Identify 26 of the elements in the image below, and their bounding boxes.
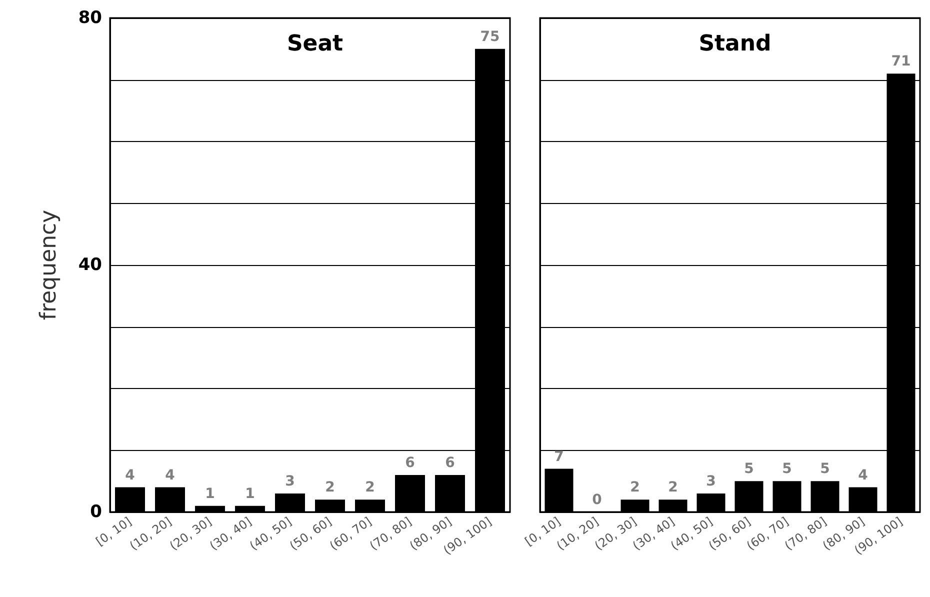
y-tick-label: 0 xyxy=(90,502,102,522)
data-label: 4 xyxy=(858,467,868,484)
data-label: 2 xyxy=(325,480,335,496)
data-label: 6 xyxy=(405,454,415,471)
data-label: 71 xyxy=(891,54,911,70)
text: Seat xyxy=(286,32,344,56)
data-label: 2 xyxy=(365,480,375,496)
y-tick-label: 80 xyxy=(78,8,102,28)
data-label: 5 xyxy=(820,461,830,478)
data-label: 3 xyxy=(706,473,716,490)
y-tick-label: 40 xyxy=(78,255,102,275)
data-label: 1 xyxy=(205,486,215,502)
text: Stand xyxy=(698,32,772,56)
data-label: 4 xyxy=(125,467,136,484)
data-label: 3 xyxy=(285,473,295,490)
data-label: 6 xyxy=(445,454,455,471)
data-label: 5 xyxy=(782,461,792,478)
data-label: 5 xyxy=(744,461,754,478)
data-label: 4 xyxy=(165,467,176,484)
data-label: 1 xyxy=(245,486,255,502)
data-label: 7 xyxy=(554,448,564,465)
data-label: 2 xyxy=(630,480,640,496)
data-label: 0 xyxy=(592,492,602,508)
data-label: 75 xyxy=(480,28,500,45)
data-label: 2 xyxy=(668,480,678,496)
y-axis-title: frequency xyxy=(36,210,62,320)
